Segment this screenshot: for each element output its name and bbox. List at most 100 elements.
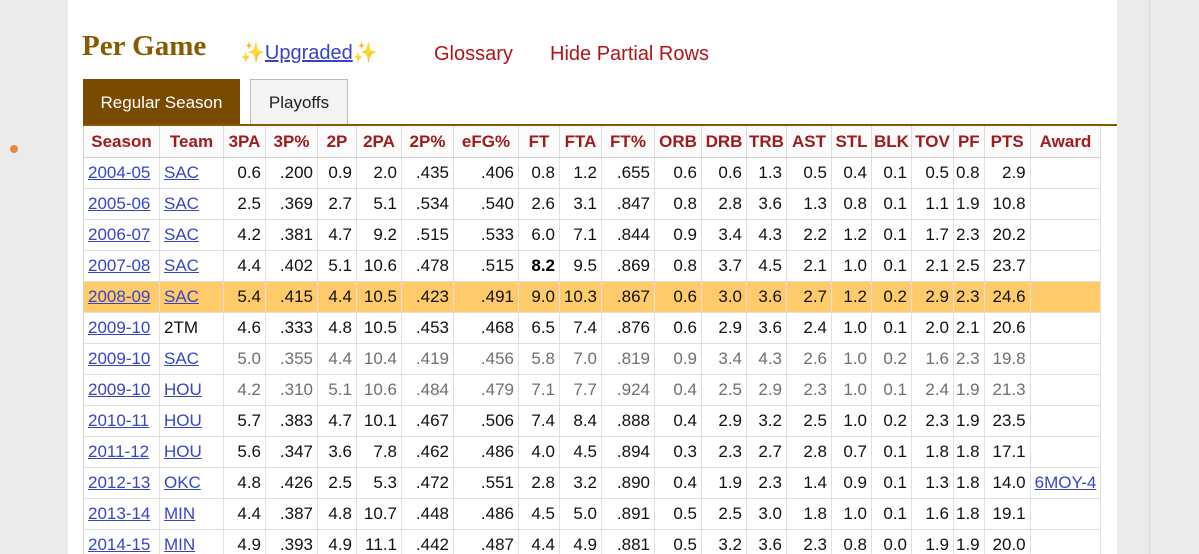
table-header-row: Season Team 3PA 3P% 2P 2PA 2P% eFG% FT FTA FT% ORB D… — [83, 126, 1102, 158]
season-link[interactable]: 2013-14 — [83, 498, 160, 530]
team-link[interactable]: SAC — [159, 250, 224, 282]
season-link[interactable]: 2014-15 — [83, 529, 160, 554]
stat-cell-2p: 4.7 — [317, 219, 357, 251]
season-link[interactable]: 2012-13 — [83, 467, 160, 499]
column-header-fta[interactable]: FTA — [559, 126, 602, 158]
stat-cell-2p: 4.4 — [317, 281, 357, 313]
season-link[interactable]: 2009-10 — [83, 343, 160, 375]
stat-cell-2pa: 10.5 — [356, 281, 402, 313]
season-link[interactable]: 2006-07 — [83, 219, 160, 251]
stat-cell-2p: 0.9 — [317, 157, 357, 189]
stat-cell-2p: 5.1 — [317, 374, 357, 406]
team-link[interactable]: HOU — [159, 436, 224, 468]
team-link[interactable]: SAC — [159, 343, 224, 375]
stat-cell-trb: 4.3 — [746, 219, 787, 251]
stat-cell-pf: 1.8 — [953, 498, 985, 530]
stat-cell-3p-pct: .369 — [265, 188, 318, 220]
hide-partial-rows-link[interactable]: Hide Partial Rows — [550, 43, 709, 65]
team-link[interactable]: MIN — [159, 529, 224, 554]
stat-cell-orb: 0.5 — [654, 498, 702, 530]
column-header-stl[interactable]: STL — [831, 126, 872, 158]
stat-cell-fta: 5.0 — [559, 498, 602, 530]
season-link[interactable]: 2008-09 — [83, 281, 160, 313]
column-header-pf[interactable]: PF — [953, 126, 985, 158]
bullet-dot — [10, 145, 18, 153]
column-header-2p-pct[interactable]: 2P% — [401, 126, 454, 158]
table-row: 2014-15 MIN 4.9.393 4.9 11.1.442.487 4.4 4.9.8… — [83, 529, 1102, 554]
stat-cell-pf: 0.8 — [953, 157, 985, 189]
season-link[interactable]: 2004-05 — [83, 157, 160, 189]
team-link[interactable]: SAC — [159, 219, 224, 251]
stat-cell-2pa: 5.3 — [356, 467, 402, 499]
stat-cell-3p-pct: .393 — [265, 529, 318, 554]
column-header-pts[interactable]: PTS — [984, 126, 1031, 158]
season-link[interactable]: 2011-12 — [83, 436, 160, 468]
glossary-link[interactable]: Glossary — [434, 43, 513, 65]
stat-cell-drb: 2.8 — [701, 188, 747, 220]
award-cell — [1030, 157, 1102, 189]
column-header-orb[interactable]: ORB — [654, 126, 702, 158]
stat-cell-blk: 0.2 — [871, 343, 912, 375]
team-link[interactable]: SAC — [159, 188, 224, 220]
stat-cell-ast: 2.3 — [786, 374, 832, 406]
column-header-ft[interactable]: FT — [518, 126, 560, 158]
team-link[interactable]: HOU — [159, 405, 224, 437]
award-cell — [1030, 498, 1102, 530]
stat-cell-stl: 1.0 — [831, 405, 872, 437]
stat-cell-2p-pct: .534 — [401, 188, 454, 220]
season-link[interactable]: 2009-10 — [83, 312, 160, 344]
table-row: 2012-13 OKC 4.8.426 2.5 5.3.472.551 2.8 3.2.89… — [83, 467, 1102, 499]
tab-playoffs[interactable]: Playoffs — [250, 79, 348, 124]
stat-cell-3pa: 5.7 — [223, 405, 266, 437]
column-header-3pa[interactable]: 3PA — [223, 126, 266, 158]
stat-cell-blk: 0.1 — [871, 467, 912, 499]
stat-cell-ft: 4.5 — [518, 498, 560, 530]
column-header-tov[interactable]: TOV — [911, 126, 954, 158]
stat-cell-ft: 0.8 — [518, 157, 560, 189]
award-cell — [1030, 219, 1102, 251]
tab-regular-season[interactable]: Regular Season — [83, 79, 240, 124]
column-header-award[interactable]: Award — [1030, 126, 1102, 158]
stat-cell-stl: 0.8 — [831, 529, 872, 554]
stat-cell-2p-pct: .472 — [401, 467, 454, 499]
season-link[interactable]: 2010-11 — [83, 405, 160, 437]
stat-cell-2pa: 10.6 — [356, 250, 402, 282]
stat-cell-3p-pct: .333 — [265, 312, 318, 344]
stat-cell-3p-pct: .355 — [265, 343, 318, 375]
column-header-trb[interactable]: TRB — [746, 126, 787, 158]
column-header-2p[interactable]: 2P — [317, 126, 357, 158]
team-link[interactable]: OKC — [159, 467, 224, 499]
stat-cell-blk: 0.1 — [871, 436, 912, 468]
column-header-ft-pct[interactable]: FT% — [601, 126, 655, 158]
stat-cell-2p: 4.7 — [317, 405, 357, 437]
stat-cell-ast: 2.8 — [786, 436, 832, 468]
column-header-efg-pct[interactable]: eFG% — [453, 126, 519, 158]
column-header-ast[interactable]: AST — [786, 126, 832, 158]
team-link[interactable]: SAC — [159, 157, 224, 189]
stat-cell-pts: 19.1 — [984, 498, 1031, 530]
column-header-blk[interactable]: BLK — [871, 126, 912, 158]
stat-cell-pts: 2.9 — [984, 157, 1031, 189]
upgraded-link[interactable]: Upgraded — [264, 42, 353, 64]
column-header-2pa[interactable]: 2PA — [356, 126, 402, 158]
stat-cell-2pa: 11.1 — [356, 529, 402, 554]
column-header-season[interactable]: Season — [83, 126, 160, 158]
table-row: 2009-10 SAC 5.0.355 4.4 10.4.419.456 5.8 7.0.8… — [83, 343, 1102, 375]
stat-cell-stl: 1.2 — [831, 219, 872, 251]
team-link[interactable]: MIN — [159, 498, 224, 530]
stat-cell-orb: 0.9 — [654, 343, 702, 375]
column-header-team[interactable]: Team — [159, 126, 224, 158]
stat-cell-2p-pct: .484 — [401, 374, 454, 406]
season-link[interactable]: 2007-08 — [83, 250, 160, 282]
stat-cell-3pa: 4.2 — [223, 374, 266, 406]
column-header-drb[interactable]: DRB — [701, 126, 747, 158]
award-cell[interactable]: 6MOY-4 — [1030, 467, 1102, 499]
stat-cell-stl: 1.2 — [831, 281, 872, 313]
column-header-3p-pct[interactable]: 3P% — [265, 126, 318, 158]
team-link[interactable]: SAC — [159, 281, 224, 313]
team-link[interactable]: HOU — [159, 374, 224, 406]
stat-cell-fta: 7.0 — [559, 343, 602, 375]
stat-cell-3pa: 4.4 — [223, 250, 266, 282]
season-link[interactable]: 2009-10 — [83, 374, 160, 406]
season-link[interactable]: 2005-06 — [83, 188, 160, 220]
